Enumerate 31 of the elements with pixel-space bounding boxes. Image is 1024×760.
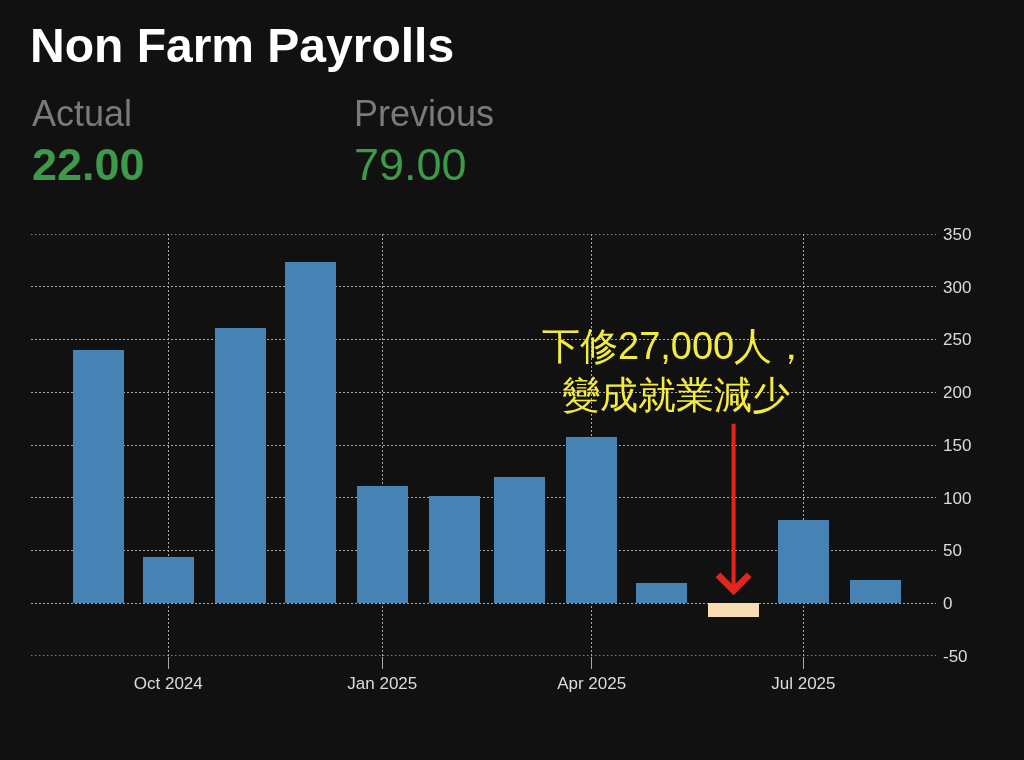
annotation: 下修27,000人，變成就業減少 [542,325,811,417]
bar [215,328,266,603]
y-tick-label: 150 [943,435,972,455]
y-tick-label: 350 [943,224,972,244]
y-tick-label: 300 [943,277,972,297]
bar [850,580,901,603]
text: Actual [32,93,133,134]
y-tick-label: 50 [943,541,962,561]
bar [566,437,617,603]
y-tick-label: 250 [943,330,972,350]
bar [636,583,687,603]
bar [285,262,336,603]
text: Previous [354,93,495,134]
chart-title: Non Farm Payrolls [30,18,455,72]
x-tick-label: Apr 2025 [557,674,627,694]
bar [429,496,480,603]
x-tick-label: Jan 2025 [347,674,418,694]
bar [494,477,545,603]
bar [778,520,829,603]
bar [143,557,194,603]
bar [708,603,759,617]
text: 79.00 [354,139,467,190]
bar [357,486,408,603]
text: 22.00 [32,139,145,190]
y-tick-label: 200 [943,383,972,403]
y-tick-label: 0 [943,594,953,614]
x-tick-label: Jul 2025 [771,674,836,694]
x-tick-label: Oct 2024 [133,674,203,694]
y-tick-label: -50 [943,646,968,666]
bar [73,350,124,603]
y-tick-label: 100 [943,488,972,508]
